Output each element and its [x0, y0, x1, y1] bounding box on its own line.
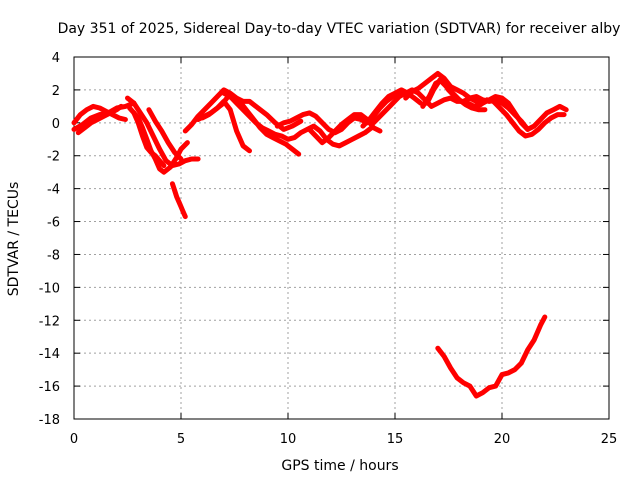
y-tick-label: -2	[47, 150, 60, 165]
series-arc-6	[127, 105, 167, 169]
x-tick-label: 25	[601, 432, 618, 447]
y-tick-label: -6	[47, 216, 60, 231]
plot-frame	[73, 56, 610, 420]
series-arc-16	[371, 87, 531, 132]
y-tick-label: -8	[47, 248, 60, 263]
y-tick-labels: -18 -16 -14 -12 -10 -8 -6 -4 -2 0 2 4	[39, 51, 60, 428]
y-tick-label: -4	[47, 183, 60, 198]
x-tick-label: 5	[177, 432, 185, 447]
series-arc-18	[420, 77, 567, 139]
series-arc-4	[125, 95, 201, 169]
y-tick-label: -14	[39, 347, 60, 362]
x-axis-label: GPS time / hours	[281, 458, 398, 474]
series-arc-7	[146, 107, 184, 162]
y-tick-label: -16	[39, 380, 60, 395]
series-arc-3	[75, 103, 124, 136]
chart-title: Day 351 of 2025, Sidereal Day-to-day VTE…	[58, 21, 621, 37]
series-arc-8	[169, 181, 188, 220]
x-tick-label: 0	[70, 432, 78, 447]
x-tick-label: 10	[280, 432, 297, 447]
y-tick-label: 4	[52, 51, 60, 66]
x-tick-label: 15	[387, 432, 404, 447]
x-tick-label: 20	[494, 432, 511, 447]
y-axis-label: SDTVAR / TECUs	[6, 182, 22, 297]
series-arc-20	[435, 314, 548, 399]
x-tick-labels: 0 5 10 15 20 25	[70, 432, 617, 447]
series-arc-19	[424, 77, 488, 113]
series-arc-2	[71, 103, 128, 126]
grid	[74, 57, 609, 419]
y-tick-label: 2	[52, 84, 60, 99]
series-arc-12	[221, 90, 374, 149]
tick-marks	[73, 56, 610, 420]
y-tick-label: 0	[52, 117, 60, 132]
y-tick-label: -12	[39, 314, 60, 329]
y-tick-label: -18	[39, 413, 60, 428]
data-series	[71, 71, 569, 399]
y-tick-label: -10	[39, 281, 60, 296]
